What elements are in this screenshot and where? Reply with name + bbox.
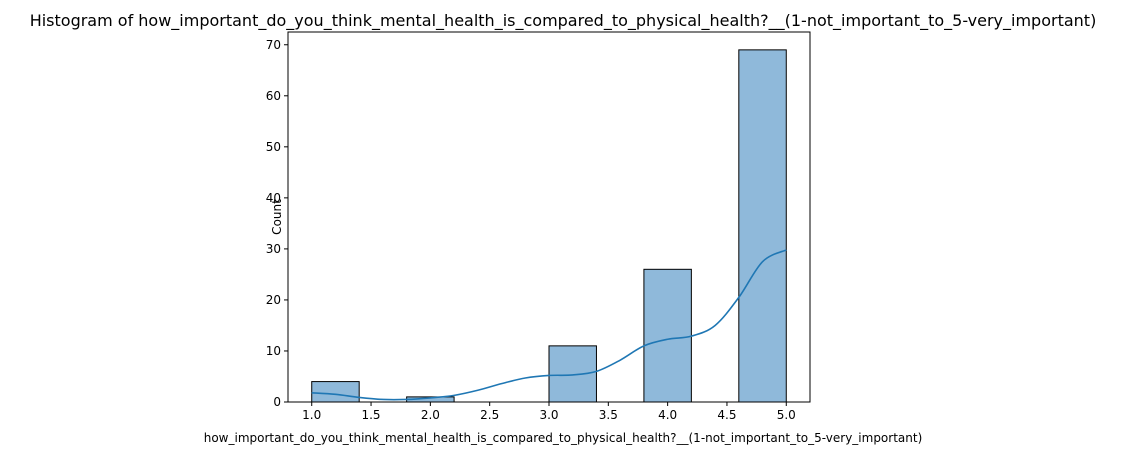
- y-axis: 0 10 20 30 40 50 60 70: [266, 38, 288, 409]
- x-axis-label: how_important_do_you_think_mental_health…: [204, 431, 923, 445]
- histogram-bar: [311, 381, 360, 403]
- chart-title: Histogram of how_important_do_you_think_…: [30, 11, 1097, 31]
- histogram-bar: [548, 345, 597, 403]
- y-tick-label: 20: [266, 293, 281, 307]
- x-axis: 1.0 1.5 2.0 2.5 3.0 3.5 4.0 4.5 5.0: [302, 402, 796, 422]
- y-tick-label: 50: [266, 140, 281, 154]
- x-tick-label: 2.0: [421, 408, 440, 422]
- y-tick-label: 60: [266, 89, 281, 103]
- x-tick-label: 1.0: [302, 408, 321, 422]
- y-axis-label: Count: [270, 199, 284, 235]
- x-tick-label: 3.0: [539, 408, 558, 422]
- y-tick-label: 70: [266, 38, 281, 52]
- y-tick-label: 30: [266, 242, 281, 256]
- x-tick-label: 4.0: [658, 408, 677, 422]
- kde-curve: [311, 249, 787, 401]
- y-tick-label: 10: [266, 344, 281, 358]
- histogram-bar: [643, 268, 692, 403]
- histogram-bar: [738, 49, 787, 403]
- y-tick-label: 0: [273, 395, 281, 409]
- y-tick-label: 40: [266, 191, 281, 205]
- x-tick-label: 5.0: [777, 408, 796, 422]
- bars-group: [311, 49, 787, 403]
- x-tick-label: 3.5: [599, 408, 618, 422]
- x-tick-label: 2.5: [480, 408, 499, 422]
- x-tick-label: 1.5: [361, 408, 380, 422]
- x-tick-label: 4.5: [717, 408, 736, 422]
